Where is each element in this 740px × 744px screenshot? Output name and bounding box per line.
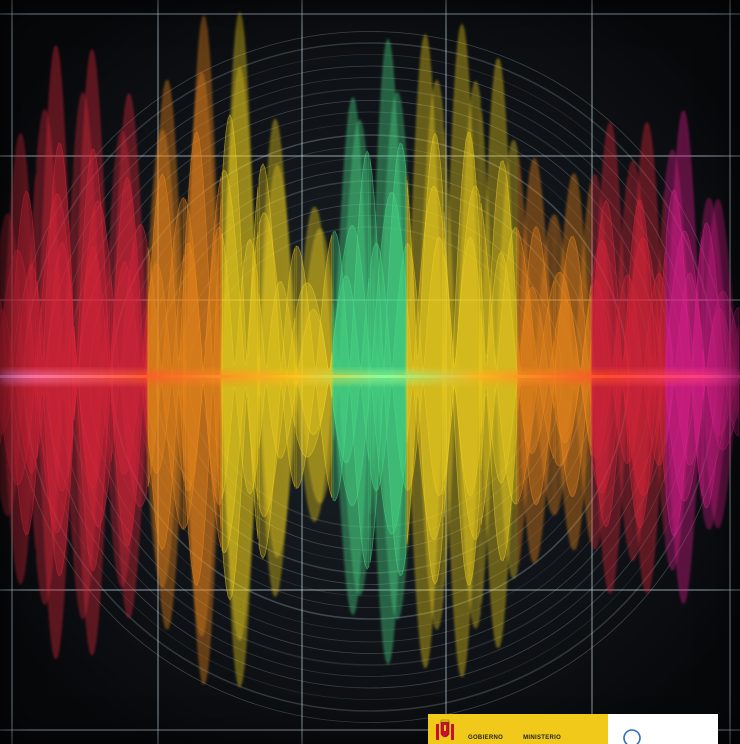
wave-ribbon — [221, 169, 259, 554]
wave-ribbon — [332, 275, 370, 464]
wave-ribbon — [0, 263, 37, 474]
wave-ribbon — [369, 142, 407, 577]
wave-ribbon — [295, 282, 333, 458]
wave-ribbon — [591, 274, 629, 465]
wave-ribbon — [258, 162, 296, 559]
wave-ribbons — [0, 11, 740, 688]
wave-ribbon — [554, 271, 592, 467]
wave-ribbon — [628, 272, 666, 466]
wave-ribbon — [221, 232, 259, 500]
wave-ribbon — [184, 226, 222, 506]
wave-ribbon — [184, 176, 222, 548]
wave-ribbon — [369, 242, 407, 492]
wave-ribbon — [73, 200, 111, 528]
wave-ribbon — [406, 185, 444, 540]
government-logo: GOBIERNO MINISTERIO — [428, 714, 608, 744]
center-axis-line — [0, 375, 740, 378]
wave-ribbon — [443, 236, 481, 497]
wave-ribbon — [258, 212, 296, 517]
partner-logo-icon — [623, 729, 641, 744]
spain-crest-icon — [434, 718, 456, 742]
wave-ribbon — [110, 224, 148, 507]
wave-ribbon — [221, 113, 259, 601]
wave-ribbon — [665, 188, 703, 538]
gov-label: GOBIERNO — [468, 735, 504, 741]
wave-ribbon — [36, 242, 74, 492]
wave-ribbon — [443, 80, 481, 629]
wave-ribbon — [406, 132, 444, 586]
wave-ribbon — [628, 160, 666, 562]
wave-ribbon — [702, 222, 740, 509]
wave-ribbon — [665, 272, 703, 466]
wave-ribbon — [628, 199, 666, 529]
wave-ribbon — [73, 246, 111, 488]
wave-ribbon — [665, 149, 703, 571]
wave-ribbon — [110, 261, 148, 476]
partner-logo — [608, 714, 718, 744]
wave-ribbon — [147, 197, 185, 531]
wave-ribbon — [36, 142, 74, 577]
wave-ribbon — [147, 254, 185, 482]
wave-ribbon — [0, 173, 37, 550]
ministry-label: MINISTERIO — [523, 735, 562, 741]
wave-ribbon — [406, 236, 444, 497]
wave-ribbon — [295, 234, 333, 499]
publisher-logos: GOBIERNO MINISTERIO — [428, 714, 718, 744]
wave-ribbon — [258, 280, 296, 459]
